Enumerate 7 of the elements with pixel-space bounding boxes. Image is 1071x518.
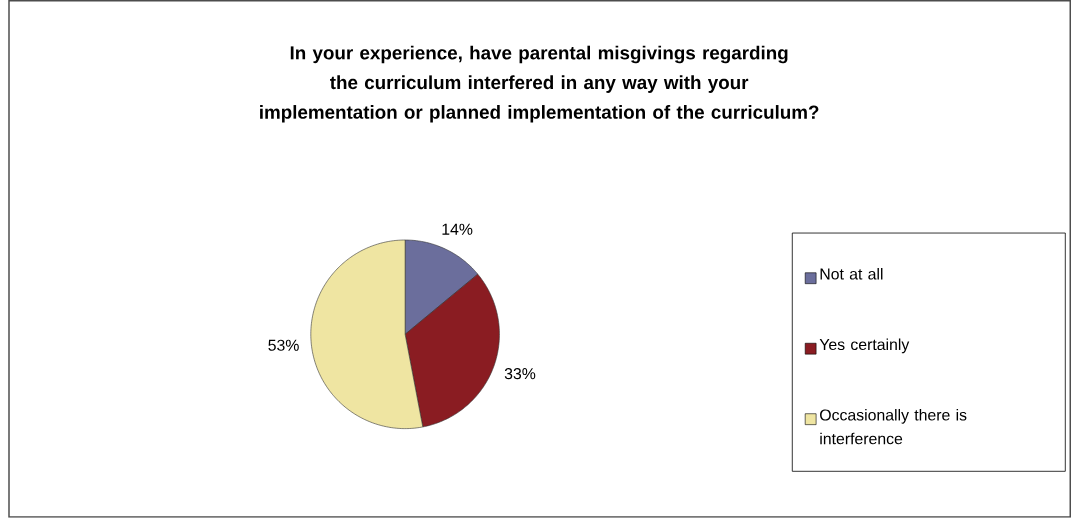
data-label: 53%: [268, 339, 299, 351]
legend-label: Yes certainly: [819, 338, 910, 354]
data-label: 14%: [442, 223, 473, 235]
legend-label: Occasionally there is interference: [820, 409, 967, 445]
legend-label: Not at all: [820, 268, 883, 280]
data-label: 33%: [504, 368, 536, 380]
chart-title: In your experience, have parental misgivings regarding the curriculum interfered in any way with your implementation or planned implementation of the curriculum?: [260, 45, 819, 123]
